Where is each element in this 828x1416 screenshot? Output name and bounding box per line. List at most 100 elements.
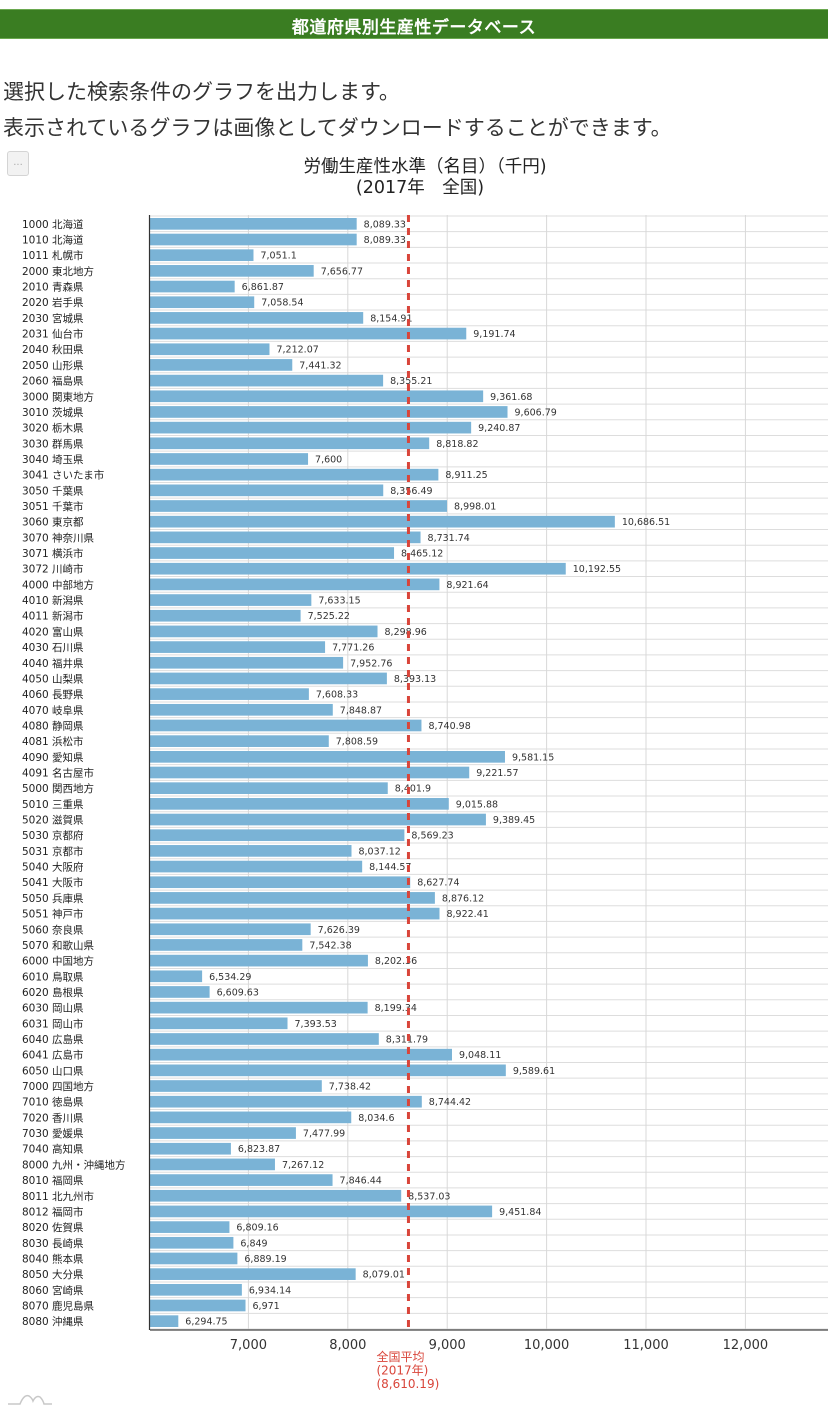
value-label: 8,569.23 — [411, 831, 453, 842]
value-label: 8,355.21 — [390, 376, 432, 387]
category-label: 4030 石川県 — [22, 642, 84, 654]
category-label: 7040 高知県 — [22, 1143, 84, 1156]
bar — [150, 876, 411, 889]
category-label: 5060 奈良県 — [22, 923, 84, 936]
x-tick-label: 12,000 — [723, 1338, 769, 1353]
value-label: 8,144.57 — [369, 862, 411, 873]
bar — [150, 829, 405, 842]
bar — [150, 390, 484, 403]
category-label: 6050 山口県 — [22, 1065, 84, 1077]
intro-text-line-1: 選択した検索条件のグラフを出力します。 — [3, 80, 400, 104]
category-label: 3030 群馬県 — [22, 437, 84, 450]
bar — [150, 703, 333, 716]
x-tick-label: 8,000 — [329, 1338, 366, 1353]
bar — [150, 437, 430, 450]
value-label: 9,221.57 — [476, 768, 518, 779]
value-label: 8,079.01 — [363, 1270, 405, 1281]
mountain-logo-icon — [8, 1394, 52, 1405]
value-label: 8,465.12 — [401, 549, 443, 560]
x-tick-label: 10,000 — [524, 1338, 570, 1353]
bar — [150, 907, 440, 920]
category-label: 8000 九州・沖縄地方 — [22, 1158, 126, 1171]
category-label: 6030 岡山県 — [22, 1003, 84, 1015]
bar — [150, 249, 254, 262]
bar — [150, 923, 311, 936]
category-label: 2050 山形県 — [22, 360, 84, 372]
category-label: 3020 栃木県 — [22, 422, 84, 435]
value-label: 8,089.33 — [364, 219, 406, 230]
bar — [150, 939, 303, 951]
value-label: 8,202.36 — [375, 956, 417, 967]
value-label: 8,744.42 — [429, 1097, 471, 1108]
category-label: 7010 徳島県 — [22, 1096, 84, 1109]
bar — [150, 312, 364, 324]
category-label: 7020 香川県 — [22, 1112, 84, 1124]
bar — [150, 766, 470, 779]
bar — [150, 719, 422, 732]
value-label: 9,048.11 — [459, 1050, 501, 1061]
average-label: (2017年) — [376, 1364, 428, 1378]
bar — [150, 374, 384, 387]
value-label: 7,058.54 — [261, 298, 303, 309]
chart-menu-button[interactable]: ... — [7, 151, 29, 176]
value-label: 7,212.07 — [276, 345, 318, 356]
category-label: 4011 新潟市 — [22, 610, 84, 623]
category-label: 3060 東京都 — [22, 516, 84, 529]
value-label: 7,267.12 — [282, 1160, 324, 1171]
value-label: 8,921.64 — [446, 580, 488, 591]
category-label: 8050 大分県 — [22, 1268, 84, 1281]
category-label: 1000 北海道 — [22, 218, 84, 231]
category-label: 4070 岐阜県 — [22, 704, 84, 717]
value-label: 8,876.12 — [442, 893, 484, 904]
value-label: 8,998.01 — [454, 502, 496, 513]
category-label: 8012 福岡市 — [22, 1205, 84, 1218]
bar — [150, 265, 314, 277]
value-label: 6,609.63 — [217, 987, 259, 998]
value-label: 9,589.61 — [513, 1066, 555, 1077]
category-label: 4090 愛知県 — [22, 751, 84, 764]
category-label: 4010 新潟県 — [22, 594, 84, 607]
value-label: 8,818.82 — [436, 439, 478, 450]
bar — [150, 1080, 322, 1092]
category-label: 7000 四国地方 — [22, 1080, 94, 1093]
bar — [150, 359, 293, 371]
category-label: 5050 兵庫県 — [22, 892, 84, 905]
value-label: 8,731.74 — [428, 533, 470, 544]
category-label: 3071 横浜市 — [22, 547, 84, 560]
bar — [150, 750, 505, 763]
bar — [150, 1283, 242, 1296]
category-label: 6040 広島県 — [22, 1033, 84, 1046]
category-label: 1011 札幌市 — [22, 249, 84, 262]
bar — [150, 1221, 230, 1233]
value-label: 8,393.13 — [394, 674, 436, 685]
value-label: 7,633.15 — [318, 596, 360, 607]
category-label: 6000 中国地方 — [22, 955, 94, 968]
value-label: 9,191.74 — [473, 329, 515, 340]
value-label: 7,848.87 — [340, 705, 382, 716]
bar — [150, 641, 326, 653]
x-tick-label: 7,000 — [230, 1338, 267, 1353]
value-label: 7,525.22 — [308, 611, 350, 622]
bar — [150, 1048, 452, 1061]
bar — [150, 1158, 275, 1171]
bar — [150, 860, 363, 873]
bar — [150, 625, 378, 638]
category-label: 8020 佐賀県 — [22, 1221, 84, 1234]
category-label: 3040 埼玉県 — [22, 453, 84, 466]
bar — [150, 327, 467, 340]
category-label: 8030 長崎県 — [22, 1237, 84, 1250]
value-label: 8,740.98 — [428, 721, 470, 732]
category-label: 2060 福島県 — [22, 375, 84, 388]
value-label: 6,971 — [253, 1301, 280, 1312]
category-label: 4020 富山県 — [22, 625, 84, 638]
bar — [150, 468, 439, 481]
category-label: 5031 京都市 — [22, 845, 84, 858]
category-label: 4060 長野県 — [22, 689, 84, 701]
category-label: 8011 北九州市 — [22, 1190, 94, 1203]
value-label: 7,542.38 — [309, 940, 351, 951]
value-label: 8,401.9 — [395, 784, 431, 795]
category-label: 5030 京都府 — [22, 829, 84, 842]
category-label: 8010 福岡県 — [22, 1174, 84, 1187]
category-label: 8040 熊本県 — [22, 1252, 84, 1265]
category-label: 6020 島根県 — [22, 986, 84, 999]
